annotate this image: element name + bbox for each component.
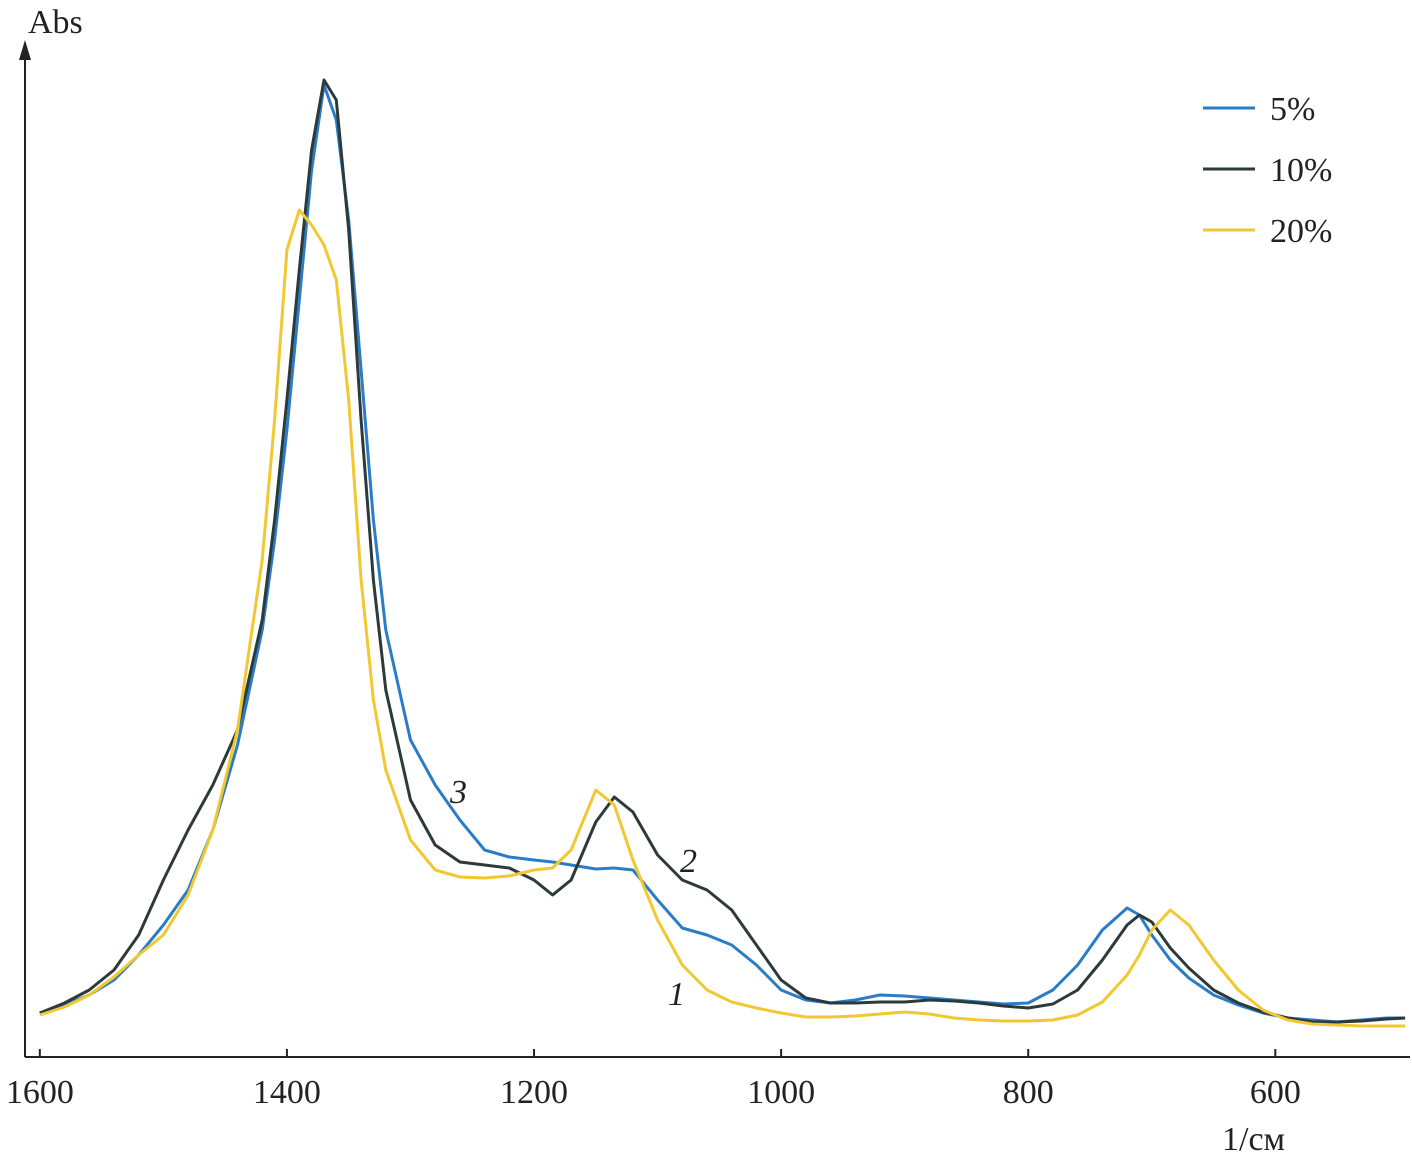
series-line (39, 78, 1406, 1024)
legend-label: 20% (1270, 213, 1332, 250)
series-line (39, 83, 1406, 1024)
x-tick-label: 1400 (253, 1074, 321, 1111)
x-tick-label: 600 (1250, 1074, 1301, 1111)
x-tick-label: 800 (1003, 1074, 1054, 1111)
x-tick-label: 1600 (6, 1074, 74, 1111)
annotation: 3 (449, 774, 467, 811)
legend-label: 5% (1270, 91, 1315, 128)
y-axis-label: Abs (28, 4, 83, 41)
x-tick-label: 1200 (500, 1074, 568, 1111)
legend-label: 10% (1270, 152, 1332, 189)
annotation: 1 (668, 976, 685, 1013)
x-tick-label: 1000 (747, 1074, 815, 1111)
y-axis-arrow (19, 40, 31, 60)
annotation: 2 (680, 843, 697, 880)
x-axis-label: 1/см (1222, 1121, 1285, 1158)
series-line (39, 208, 1406, 1028)
